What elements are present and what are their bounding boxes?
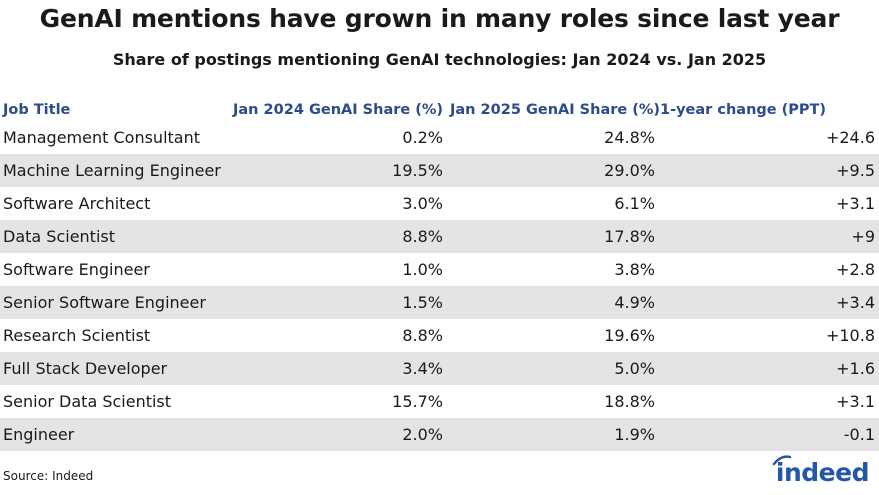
table-row: Software Architect 3.0% 6.1% +3.1 [0, 187, 879, 220]
indeed-logo: indeed [772, 455, 870, 487]
table-row: Senior Software Engineer 1.5% 4.9% +3.4 [0, 286, 879, 319]
cell-job-title: Senior Software Engineer [3, 293, 206, 312]
cell-jan-2025-share: 17.8% [604, 227, 655, 246]
cell-jan-2024-share: 1.5% [402, 293, 443, 312]
cell-job-title: Software Engineer [3, 260, 150, 279]
cell-job-title: Engineer [3, 425, 75, 444]
cell-one-year-change: +24.6 [825, 128, 875, 147]
cell-one-year-change: +1.6 [836, 359, 875, 378]
cell-jan-2024-share: 2.0% [402, 425, 443, 444]
cell-one-year-change: +3.4 [836, 293, 875, 312]
table-body: Management Consultant 0.2% 24.8% +24.6 M… [0, 121, 879, 451]
header-jan-2025-share: Jan 2025 GenAI Share (%) [450, 102, 661, 118]
cell-jan-2025-share: 4.9% [614, 293, 655, 312]
logo-text: indeed [775, 458, 870, 487]
cell-jan-2024-share: 19.5% [392, 161, 443, 180]
cell-one-year-change: +2.8 [836, 260, 875, 279]
cell-jan-2025-share: 24.8% [604, 128, 655, 147]
cell-job-title: Management Consultant [3, 128, 200, 147]
cell-job-title: Full Stack Developer [3, 359, 168, 378]
source-note: Source: Indeed [3, 469, 94, 483]
cell-jan-2025-share: 19.6% [604, 326, 655, 345]
cell-job-title: Senior Data Scientist [3, 392, 172, 411]
cell-job-title: Data Scientist [3, 227, 115, 246]
cell-job-title: Research Scientist [3, 326, 151, 345]
table-row: Engineer 2.0% 1.9% -0.1 [0, 418, 879, 451]
logo-arc-icon [772, 455, 792, 466]
table-row: Full Stack Developer 3.4% 5.0% +1.6 [0, 352, 879, 385]
header-job-title: Job Title [3, 102, 71, 118]
cell-one-year-change: +9.5 [836, 161, 875, 180]
cell-jan-2024-share: 0.2% [402, 128, 443, 147]
cell-jan-2025-share: 29.0% [604, 161, 655, 180]
cell-one-year-change: +9 [851, 227, 875, 246]
chart-title: GenAI mentions have grown in many roles … [39, 4, 840, 33]
cell-jan-2024-share: 1.0% [402, 260, 443, 279]
cell-one-year-change: +3.1 [836, 194, 875, 213]
table-row: Machine Learning Engineer 19.5% 29.0% +9… [0, 154, 879, 187]
cell-job-title: Software Architect [3, 194, 151, 213]
table-row: Research Scientist 8.8% 19.6% +10.8 [0, 319, 879, 352]
cell-one-year-change: +10.8 [825, 326, 875, 345]
cell-jan-2024-share: 8.8% [402, 326, 443, 345]
table-row: Software Engineer 1.0% 3.8% +2.8 [0, 253, 879, 286]
cell-one-year-change: -0.1 [843, 425, 875, 444]
cell-jan-2025-share: 18.8% [604, 392, 655, 411]
chart-subtitle: Share of postings mentioning GenAI techn… [112, 50, 767, 69]
header-jan-2024-share: Jan 2024 GenAI Share (%) [233, 102, 444, 118]
cell-job-title: Machine Learning Engineer [3, 161, 221, 180]
table-row: Senior Data Scientist 15.7% 18.8% +3.1 [0, 385, 879, 418]
cell-one-year-change: +3.1 [836, 392, 875, 411]
cell-jan-2025-share: 3.8% [614, 260, 655, 279]
cell-jan-2024-share: 3.0% [402, 194, 443, 213]
cell-jan-2025-share: 1.9% [614, 425, 655, 444]
table-row: Management Consultant 0.2% 24.8% +24.6 [0, 121, 879, 154]
cell-jan-2025-share: 5.0% [614, 359, 655, 378]
cell-jan-2024-share: 3.4% [402, 359, 443, 378]
cell-jan-2024-share: 8.8% [402, 227, 443, 246]
cell-jan-2025-share: 6.1% [614, 194, 655, 213]
header-one-year-change: 1-year change (PPT) [660, 102, 827, 118]
table-row: Data Scientist 8.8% 17.8% +9 [0, 220, 879, 253]
table-header: Job Title Jan 2024 GenAI Share (%) Jan 2… [0, 99, 879, 121]
cell-jan-2024-share: 15.7% [392, 392, 443, 411]
